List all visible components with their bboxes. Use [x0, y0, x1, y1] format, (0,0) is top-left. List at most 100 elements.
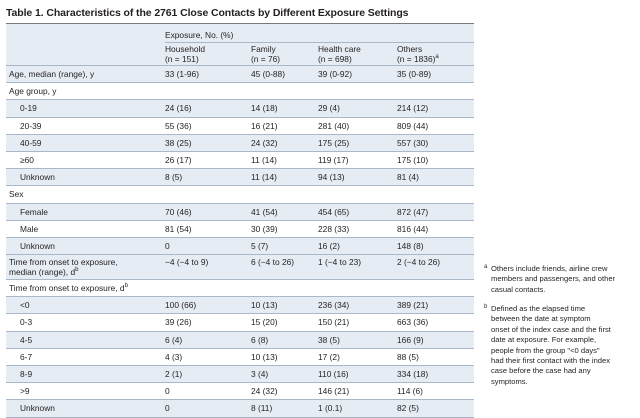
footnote-text: b Defined as the elapsed time between the …: [484, 304, 636, 387]
footnote-mark: b: [484, 304, 488, 310]
row-label: Female: [20, 206, 48, 217]
cell-others: 82 (5): [397, 403, 419, 414]
cell-household: 39 (26): [165, 317, 192, 328]
cell-health-care: 281 (40): [318, 120, 350, 131]
col-header-household: Household (n = 151): [165, 44, 206, 64]
row-label: Unknown: [20, 240, 55, 251]
cell-family: 3 (4): [251, 369, 269, 379]
table-body: Age, median (range), y 33 (1-96) 45 (0-88)…: [6, 66, 474, 418]
cell-household: 0: [165, 403, 170, 414]
cell-household: 26 (17): [165, 154, 192, 165]
footnote-line: date at exposure. For example,: [491, 335, 597, 345]
table-row: Male 81 (54) 30 (39) 228 (33) 816 (44): [6, 221, 474, 238]
cell-family: 6 (−4 to 26): [251, 257, 295, 268]
cell-health-care: 146 (21): [318, 386, 350, 397]
col-header-others: Others (n = 1836)a: [397, 44, 439, 64]
cell-health-care: 38 (5): [318, 334, 340, 345]
cell-household: 0: [165, 386, 170, 397]
table-row: 8-9 2 (1) 3 (4) 110 (16) 334 (18): [6, 366, 474, 384]
cell-family: 8 (11): [251, 403, 273, 414]
row-label: Time from onset to exposure, median (rang…: [9, 257, 118, 278]
table-row: Unknown 8 (5) 11 (14) 94 (13) 81 (4): [6, 169, 474, 187]
exposure-group-header: Exposure, No. (%): [165, 30, 234, 40]
table-row: 6-7 4 (3) 10 (13) 17 (2) 88 (5): [6, 349, 474, 366]
cell-health-care: 119 (17): [318, 154, 349, 165]
row-label: <0: [20, 300, 30, 311]
cell-family: 30 (39): [251, 223, 278, 234]
cell-household: 81 (54): [165, 223, 192, 234]
footnote-line: people from the group "<0 days": [491, 345, 600, 355]
cell-others: 114 (6): [397, 386, 423, 397]
table-title: Table 1. Characteristics of the 2761 Clo…: [6, 7, 409, 19]
row-label: Age group, y: [9, 86, 57, 97]
footnote-line: case before the case had any: [491, 366, 591, 376]
cell-health-care: 1 (−4 to 23): [318, 257, 362, 268]
cell-others: 35 (0-89): [397, 69, 431, 79]
cell-family: 45 (0-88): [251, 69, 285, 79]
cell-health-care: 236 (34): [318, 300, 350, 311]
footnote-line: symptoms.: [491, 376, 528, 386]
cell-others: 557 (30): [397, 137, 429, 148]
cell-others: 389 (21): [397, 300, 429, 311]
footnote-line: Others include friends, airline crew: [491, 264, 608, 273]
cell-family: 10 (13): [251, 351, 278, 362]
cell-family: 11 (14): [251, 154, 277, 165]
table-row: Age group, y: [6, 83, 474, 101]
cell-family: 41 (54): [251, 206, 278, 217]
cell-household: 100 (66): [165, 300, 197, 311]
cell-health-care: 17 (2): [318, 351, 340, 362]
cell-others: 334 (18): [397, 369, 429, 379]
cell-family: 15 (20): [251, 317, 278, 328]
row-label: 40-59: [20, 137, 42, 148]
cell-family: 16 (21): [251, 120, 278, 131]
cell-household: 70 (46): [165, 206, 192, 217]
cell-family: 10 (13): [251, 300, 278, 311]
table-row: <0 100 (66) 10 (13) 236 (34) 389 (21): [6, 297, 474, 315]
row-label: 6-7: [20, 351, 33, 362]
cell-health-care: 228 (33): [318, 223, 350, 234]
table-row: >9 0 24 (32) 146 (21) 114 (6): [6, 383, 474, 401]
table-row: Sex: [6, 186, 474, 204]
table-row: Unknown 0 5 (7) 16 (2) 148 (8): [6, 237, 474, 256]
cell-household: 4 (3): [165, 351, 183, 362]
cell-health-care: 94 (13): [318, 172, 345, 183]
row-label: Unknown: [20, 172, 55, 183]
table-row: 0-3 39 (26) 15 (20) 150 (21) 663 (36): [6, 314, 474, 332]
footnote-line: casual contacts.: [491, 284, 546, 294]
row-label: 0-19: [20, 103, 37, 114]
cell-health-care: 1 (0.1): [318, 403, 343, 414]
cell-others: 88 (5): [397, 351, 419, 362]
cell-family: 6 (8): [251, 334, 269, 345]
cell-family: 24 (32): [251, 137, 278, 148]
cell-health-care: 29 (4): [318, 103, 340, 114]
footnote-line: between the date at symptom: [491, 314, 591, 324]
row-label: Sex: [9, 189, 24, 200]
cell-health-care: 110 (16): [318, 369, 349, 379]
cell-others: 2 (−4 to 26): [397, 257, 441, 268]
row-label: >9: [20, 386, 30, 397]
cell-others: 809 (44): [397, 120, 429, 131]
footnote-text: a Others include friends, airline crew mem…: [484, 264, 636, 295]
cell-health-care: 454 (65): [318, 206, 350, 217]
cell-health-care: 175 (25): [318, 137, 350, 148]
row-label: ≥60: [20, 154, 34, 165]
table-row: Age, median (range), y 33 (1-96) 45 (0-88)…: [6, 66, 474, 84]
cell-household: 33 (1-96): [165, 69, 199, 79]
cell-household: 6 (4): [165, 334, 183, 345]
cell-household: 2 (1): [165, 369, 183, 379]
table-row: ≥60 26 (17) 11 (14) 119 (17) 175 (10): [6, 152, 474, 170]
cell-household: 24 (16): [165, 103, 192, 114]
row-label: Male: [20, 223, 39, 234]
table-header: Exposure, No. (%) Household (n = 151) Fam…: [6, 24, 474, 66]
cell-household: −4 (−4 to 9): [165, 257, 209, 268]
table-row: Time from onset to exposure, median (rang…: [6, 255, 474, 281]
table-row: 0-19 24 (16) 14 (18) 29 (4) 214 (12): [6, 100, 474, 118]
col-header-family: Family (n = 76): [251, 44, 281, 64]
row-label: Time from onset to exposure, db: [9, 283, 128, 294]
header-rule: [165, 42, 474, 43]
row-label: 0-3: [20, 317, 33, 328]
cell-others: 663 (36): [397, 317, 429, 328]
cell-others: 175 (10): [397, 154, 429, 165]
cell-household: 55 (36): [165, 120, 192, 131]
cell-others: 872 (47): [397, 206, 429, 217]
